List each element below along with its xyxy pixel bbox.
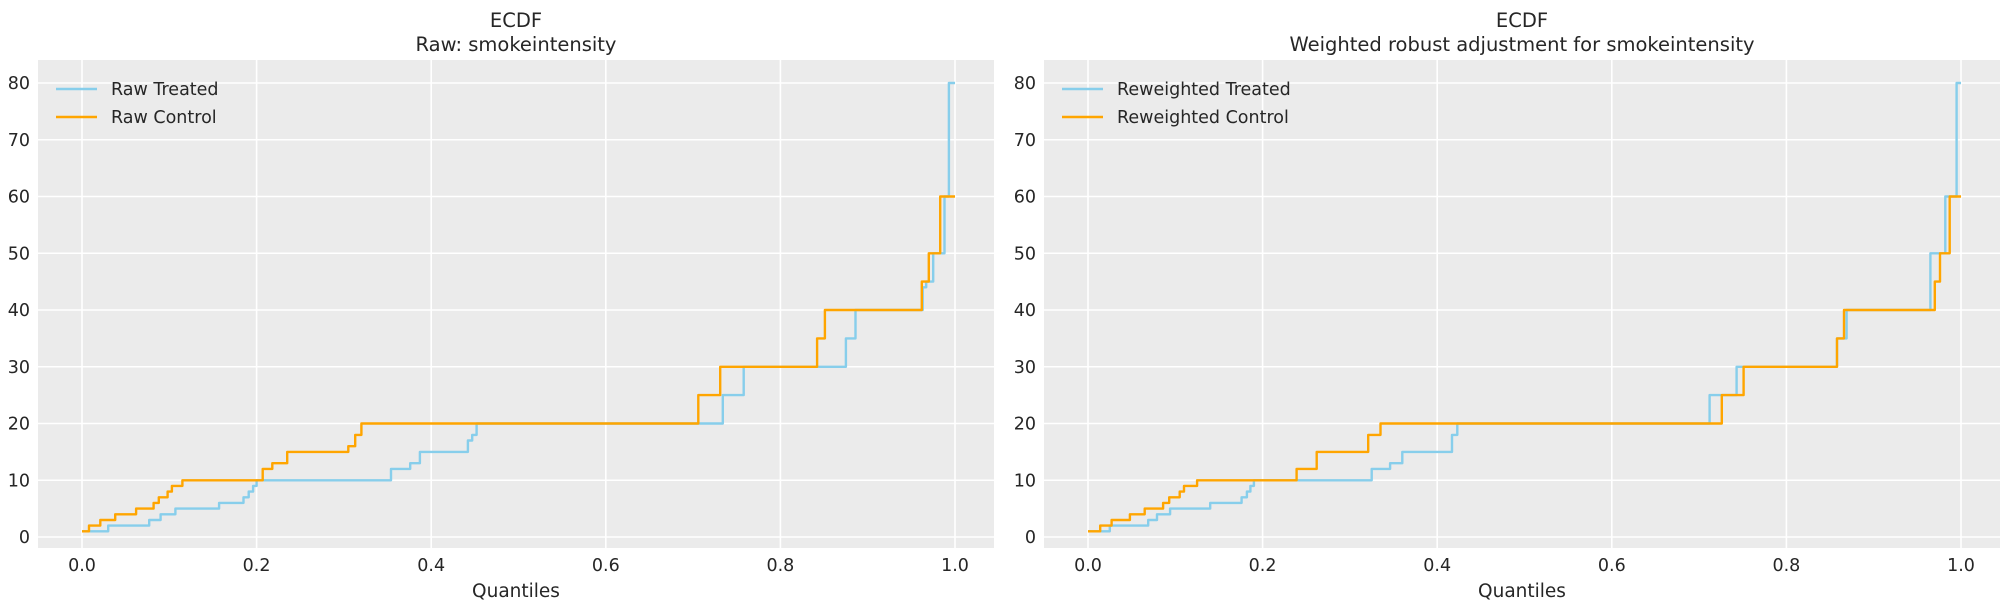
y-tick-label: 40: [1014, 301, 1036, 321]
x-tick-label: 0.4: [1423, 556, 1451, 576]
y-tick-label: 10: [8, 471, 30, 491]
ecdf-plot-weighted: 0.0 0.2 0.4 0.6 0.8 1.0 0 10 20 30 40 50 60 70 80 Rewei…: [1014, 9, 2000, 602]
x-tick-label: 0.8: [1772, 556, 1800, 576]
x-tick-label: 0.4: [417, 556, 445, 576]
ecdf-plot-raw: 0.0 0.2 0.4 0.6 0.8 1.0 0 10 20 30 40 50 60 70 80 Raw T…: [8, 9, 994, 602]
chart-title: ECDF: [1496, 9, 1548, 32]
y-tick-label: 10: [1014, 471, 1036, 491]
ecdf-curve-reweighted-control: [1088, 195, 1961, 533]
x-tick-label: 0.2: [243, 556, 271, 576]
x-tick-label: 0.6: [592, 556, 620, 576]
y-tick-label: 70: [8, 131, 30, 151]
legend-label-control: Raw Control: [111, 108, 217, 128]
y-tick-label: 50: [1014, 244, 1036, 264]
y-tick-label: 40: [8, 301, 30, 321]
y-tick-label: 30: [1014, 358, 1036, 378]
y-tick-label: 0: [1025, 528, 1036, 548]
y-tick-label: 60: [8, 188, 30, 208]
x-axis-label: Quantiles: [472, 581, 560, 602]
ecdf-curve-reweighted-treated: [1088, 81, 1961, 533]
x-tick-label: 0.6: [1598, 556, 1626, 576]
chart-subtitle: Raw: smokeintensity: [416, 33, 617, 56]
ecdf-curve-raw-treated: [82, 81, 955, 533]
x-tick-label: 0.8: [766, 556, 794, 576]
y-tick-label: 30: [8, 358, 30, 378]
x-tick-label: 1.0: [941, 556, 969, 576]
y-tick-label: 0: [19, 528, 30, 548]
ecdf-curve-raw-control: [82, 195, 955, 533]
y-tick-label: 80: [1014, 74, 1036, 94]
x-axis-label: Quantiles: [1478, 581, 1566, 602]
y-tick-label: 20: [1014, 415, 1036, 435]
y-tick-label: 80: [8, 74, 30, 94]
x-tick-label: 0.2: [1249, 556, 1277, 576]
y-tick-label: 60: [1014, 188, 1036, 208]
x-tick-label: 0.0: [68, 556, 96, 576]
chart-subtitle: Weighted robust adjustment for smokeinte…: [1289, 33, 1754, 56]
axes-background: [38, 60, 994, 548]
panel-weighted-ecdf: 0.0 0.2 0.4 0.6 0.8 1.0 0 10 20 30 40 50 60 70 80 Rewei…: [1006, 0, 2011, 611]
x-tick-label: 0.0: [1074, 556, 1102, 576]
legend-label-treated: Raw Treated: [111, 80, 219, 100]
panel-raw-ecdf: 0.0 0.2 0.4 0.6 0.8 1.0 0 10 20 30 40 50 60 70 80 Raw T…: [0, 0, 1005, 611]
axes-background: [1044, 60, 2000, 548]
chart-title: ECDF: [490, 9, 542, 32]
x-tick-label: 1.0: [1947, 556, 1975, 576]
y-tick-label: 50: [8, 244, 30, 264]
legend-label-control: Reweighted Control: [1117, 108, 1289, 128]
y-tick-label: 20: [8, 415, 30, 435]
legend-label-treated: Reweighted Treated: [1117, 80, 1291, 100]
y-tick-label: 70: [1014, 131, 1036, 151]
